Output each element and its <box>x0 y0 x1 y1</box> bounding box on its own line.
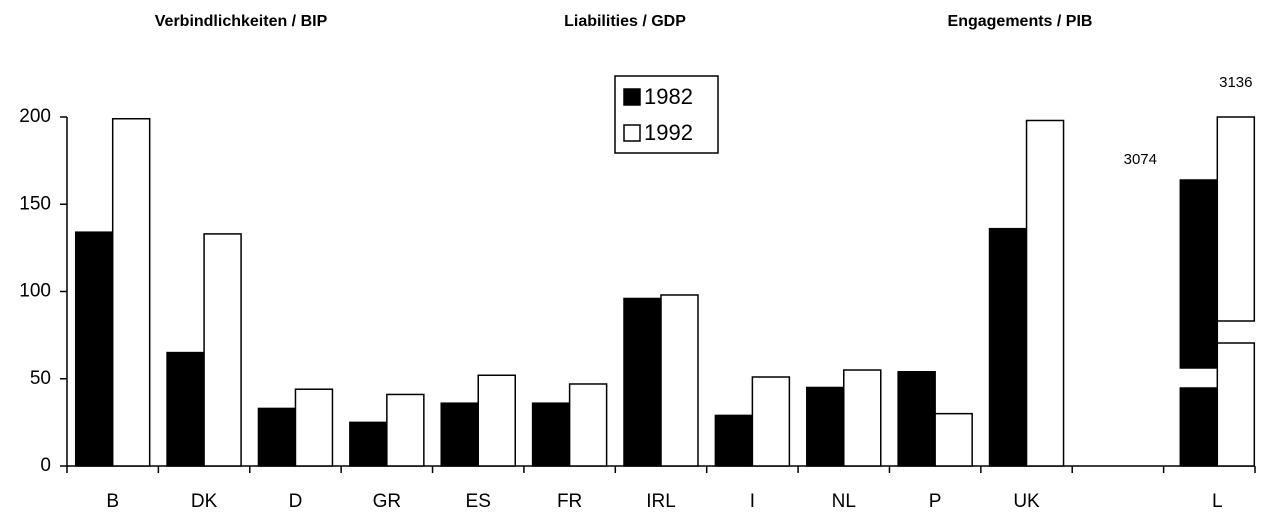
data-label: 3136 <box>1219 74 1252 91</box>
x-tick-label: NL <box>832 491 856 512</box>
broken-bar <box>1216 116 1256 467</box>
bar <box>988 227 1028 467</box>
broken-bar <box>1179 179 1219 467</box>
bar <box>257 407 297 467</box>
y-tick-label: 150 <box>19 193 51 214</box>
x-tick-label: L <box>1212 491 1223 512</box>
bar <box>934 412 973 467</box>
bar <box>660 294 699 467</box>
x-tick-label: ES <box>466 491 491 512</box>
bar <box>166 351 205 467</box>
x-tick-label: DK <box>191 491 218 512</box>
bar <box>477 374 516 467</box>
bar <box>1025 119 1065 467</box>
bar <box>751 376 791 467</box>
bar-segment <box>1179 387 1219 467</box>
bar-segment <box>1179 179 1219 369</box>
data-label: 3074 <box>1124 151 1157 168</box>
chart-title: Engagements / PIB <box>948 13 1093 30</box>
chart-title: Liabilities / GDP <box>564 13 686 30</box>
bar <box>386 393 425 467</box>
bar <box>806 386 845 467</box>
legend-swatch <box>623 124 641 142</box>
x-tick-label: UK <box>1013 491 1040 512</box>
bar <box>74 231 114 467</box>
x-tick-label: FR <box>557 491 582 512</box>
bar-segment <box>1216 342 1256 467</box>
bar <box>897 371 936 467</box>
chart-title: Verbindlichkeiten / BIP <box>155 13 328 30</box>
y-tick-label: 0 <box>40 455 51 476</box>
bar <box>714 414 754 467</box>
y-tick-label: 200 <box>19 106 51 127</box>
y-tick-label: 50 <box>30 368 51 389</box>
bar <box>203 233 242 467</box>
bar-segment <box>1216 116 1256 322</box>
x-tick-label: I <box>750 491 755 512</box>
bar <box>294 388 334 467</box>
bar <box>531 402 571 467</box>
legend-label: 1992 <box>644 120 693 145</box>
x-tick-label: IRL <box>646 491 676 512</box>
bar <box>843 369 882 467</box>
x-tick-label: P <box>929 491 942 512</box>
bar <box>623 297 662 467</box>
x-tick-label: B <box>106 491 119 512</box>
bar <box>349 421 388 467</box>
bar <box>111 117 151 467</box>
bar <box>440 402 479 467</box>
legend-label: 1982 <box>644 84 693 109</box>
legend-swatch <box>623 88 641 106</box>
bar <box>568 383 608 467</box>
x-tick-label: GR <box>373 491 402 512</box>
y-tick-label: 100 <box>19 281 51 302</box>
x-tick-label: D <box>289 491 303 512</box>
